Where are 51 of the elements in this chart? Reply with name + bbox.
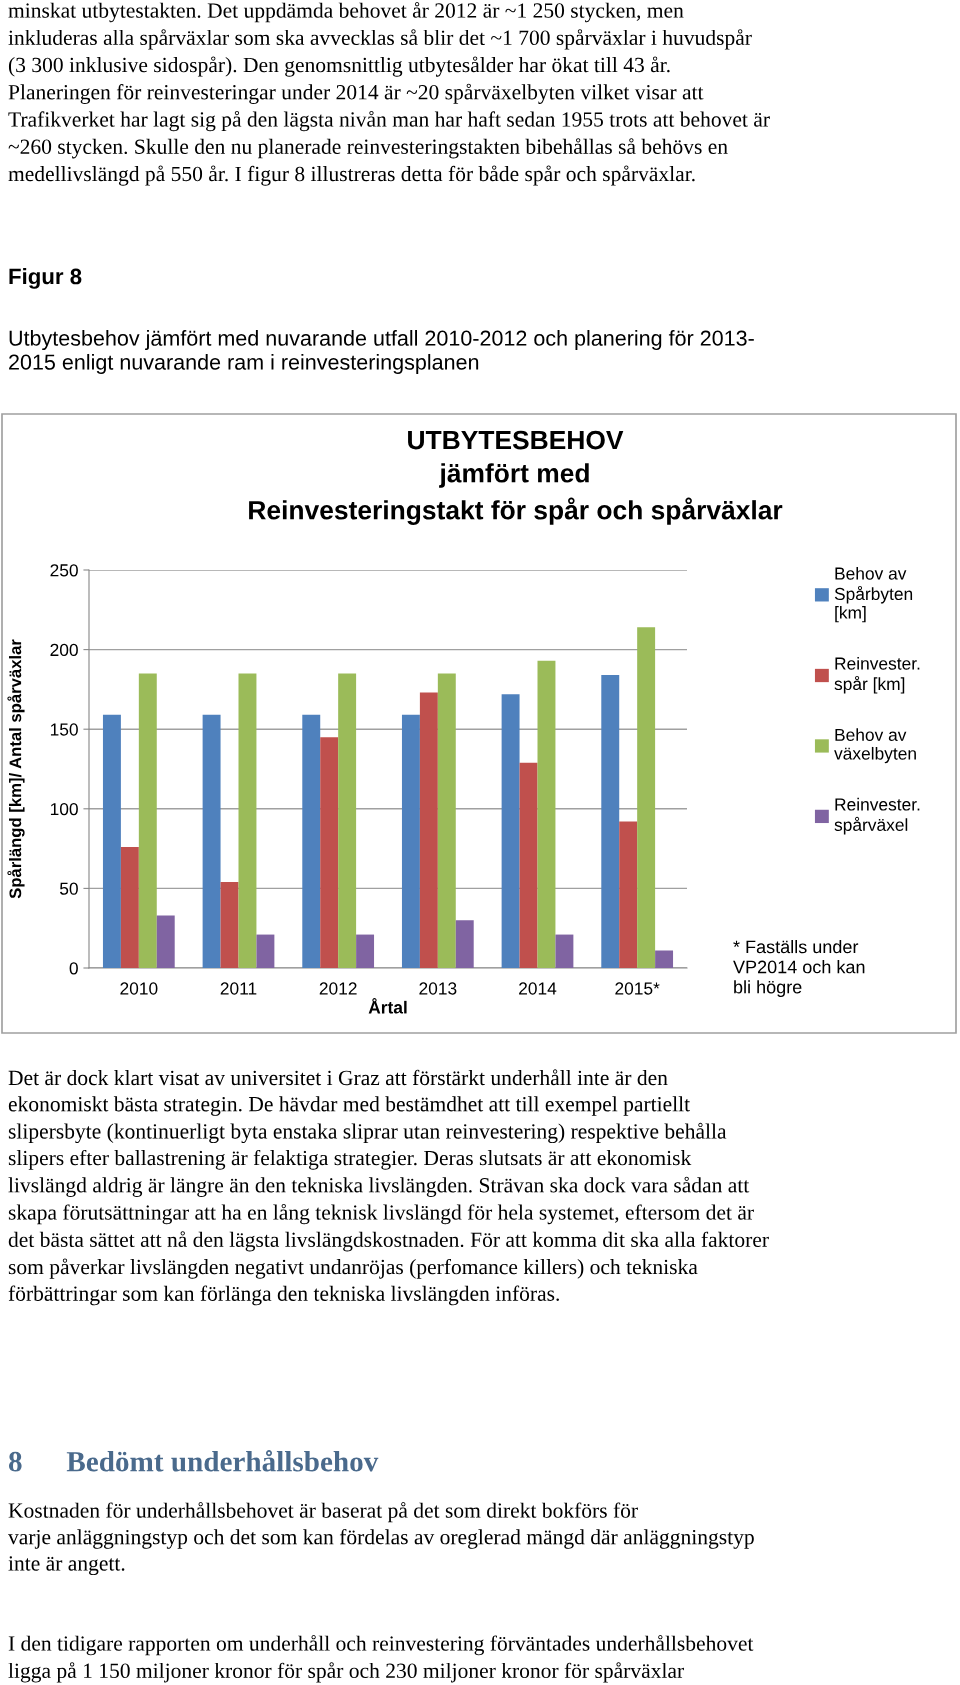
chart-title: UTBYTESBEHOV jämfört med Reinvesteringstakt för spår och spårväxlar: [249, 430, 783, 525]
legend-label: Reinvester. spår [km]: [834, 656, 920, 694]
bar: [555, 934, 574, 968]
x-tick-label: 2011: [220, 982, 257, 995]
bar: [619, 821, 638, 968]
y-tick-label: 100: [50, 802, 78, 816]
bar: [138, 673, 157, 968]
x-tick-label: 2014: [519, 982, 557, 995]
text: minskat utbytestakten. Det uppdämda behovet år 2012 är ~1 250 stycken, men inkluderas alla spårväxlar som ska avvecklas så blir det ~1 700 spårväxlar i huvudspår (3 300 inklusive sidospår). Den genomsnittlig utbytesålder har ökat till 43 år. Planeringen för reinvesteringar under 2014 är ~20 spårväxelbyten vilket visar att Trafikverket har lagt sig på den lägsta nivån man har haft sedan 1955 trots att behovet är ~260 stycken. Skulle den nu planerade reinvesteringstakten bibehållas så behövs en medellivslängd på 550 år. I figur 8 illustreras detta för både spår och spårväxlar.: [8, 2, 770, 186]
y-tick-label: 0: [69, 962, 78, 975]
bar: [655, 950, 674, 968]
bar: [455, 920, 474, 968]
bar: [356, 934, 375, 968]
bar: [120, 847, 139, 968]
bar: [519, 762, 538, 968]
bar: [202, 714, 221, 968]
bar: [537, 660, 556, 968]
x-tick-label: 2012: [319, 982, 357, 995]
bar: [419, 692, 438, 968]
y-tick-label: 50: [59, 882, 78, 895]
x-tick-label: 2013: [419, 982, 457, 995]
y-tick-label: 150: [50, 723, 78, 736]
text: * Faställs under VP2014 och kan bli högre: [733, 940, 865, 998]
y-tick-label: 250: [50, 564, 78, 577]
text: Figur 8: [9, 268, 82, 289]
text: I den tidigare rapporten om underhåll och reinvestering förväntades underhållsbehovet ligga på 1 150 miljoner kronor för spår och 230 miljoner kronor för spårväxlar: [8, 1635, 754, 1683]
bar: [320, 737, 339, 968]
bar: [401, 714, 420, 968]
text: Det är dock klart visat av universitet i Graz att förstärkt underhåll inte är den ekonomiskt bästa strategin. De hävdar med bestämdhet att till exempel partiellt slipersbyte (kontinuerligt byta enstaka sliprar utan reinvestering) respektive behålla slipers efter ballastrening är felaktiga strategier. Deras slutsats är att ekonomisk livslängd aldrig är längre än den tekniska livslängden. Strävan ska dock vara sådan att skapa förutsättningar att ha en lång teknisk livslängd för hela systemet, eftersom det är det bästa sättet att nå den lägsta livslängdskostnaden. För att komma dit ska alla faktorer som påverkar livslängden negativt undanröjas (perfomance killers) och tekniska förbättringar som kan förlänga den tekniska livslängden införas.: [8, 1069, 769, 1306]
bar: [156, 915, 175, 968]
bar: [501, 694, 520, 968]
bar: [238, 673, 257, 968]
bar: [338, 673, 357, 968]
bar: [437, 673, 456, 968]
x-axis-title: Årtal: [368, 998, 407, 1014]
legend-label: Behov av växelbyten: [834, 728, 916, 764]
bar: [220, 882, 239, 968]
x-tick-label: 2015*: [615, 982, 660, 995]
text: Kostnaden för underhållsbehovet är baserat på det som direkt bokförs för varje anläggningstyp och det som kan fördelas av oreglerad mängd där anläggningstyp inte är angett.: [8, 1502, 754, 1576]
bar: [102, 714, 121, 968]
bar: [601, 675, 620, 968]
bar: [637, 627, 656, 968]
text: Utbytesbehov jämfört med nuvarande utfall 2010-2012 och planering för 2013- 2015 enligt nuvarande ram i reinvesteringsplanen: [9, 330, 754, 375]
x-tick-label: 2010: [120, 982, 158, 995]
legend-label: Reinvester. spårväxel: [834, 797, 920, 835]
bar: [302, 714, 321, 968]
legend-label: Behov av Spårbyten [km]: [834, 566, 913, 623]
bar: [256, 934, 275, 968]
text: 8 Bedömt underhållsbehov: [8, 1450, 379, 1472]
y-tick-label: 200: [50, 643, 78, 657]
y-axis-title: Spårlängd [km]/ Antal spårväxlar: [7, 639, 25, 899]
